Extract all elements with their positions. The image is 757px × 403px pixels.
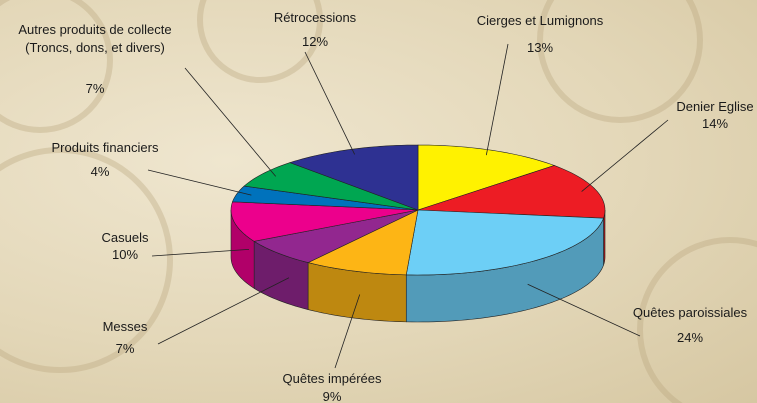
value-label: 13% (526, 40, 554, 55)
leader-line (184, 67, 277, 177)
value-label: 24% (676, 330, 704, 345)
pie (230, 144, 606, 323)
slice (307, 209, 419, 276)
slice-label: Quêtes paroissiales (632, 305, 748, 320)
slice (289, 144, 419, 211)
slice (417, 165, 606, 219)
leader-line (304, 51, 356, 155)
slice-label: Casuels (101, 230, 149, 245)
value-label: 9% (322, 389, 342, 403)
leader-line (485, 43, 509, 156)
slice-label: Autres produits de collecte (Troncs, don… (18, 22, 172, 55)
slice-label: Messes (102, 319, 148, 334)
slice (417, 144, 556, 211)
slice-label: Produits financiers (51, 140, 159, 155)
leader-line (151, 249, 250, 257)
slice-label: Rétrocessions (273, 10, 357, 25)
leader-line (147, 169, 252, 196)
slice (232, 185, 419, 211)
value-label: 4% (90, 164, 110, 179)
slice-label: Denier Eglise (676, 99, 754, 114)
slice (253, 209, 419, 263)
value-label: 7% (85, 81, 105, 96)
leader-line (334, 294, 361, 369)
value-label: 7% (115, 341, 135, 356)
slice (405, 209, 604, 276)
value-label: 10% (111, 247, 139, 262)
value-label: 14% (701, 116, 729, 131)
slice-label: Cierges et Lumignons (476, 13, 604, 28)
slice (243, 162, 419, 211)
leader-line (157, 277, 290, 345)
slice (230, 201, 419, 242)
value-label: 12% (301, 34, 329, 49)
leader-line (581, 119, 669, 192)
slice-label: Quêtes impérées (282, 371, 382, 386)
leader-line (527, 283, 641, 337)
